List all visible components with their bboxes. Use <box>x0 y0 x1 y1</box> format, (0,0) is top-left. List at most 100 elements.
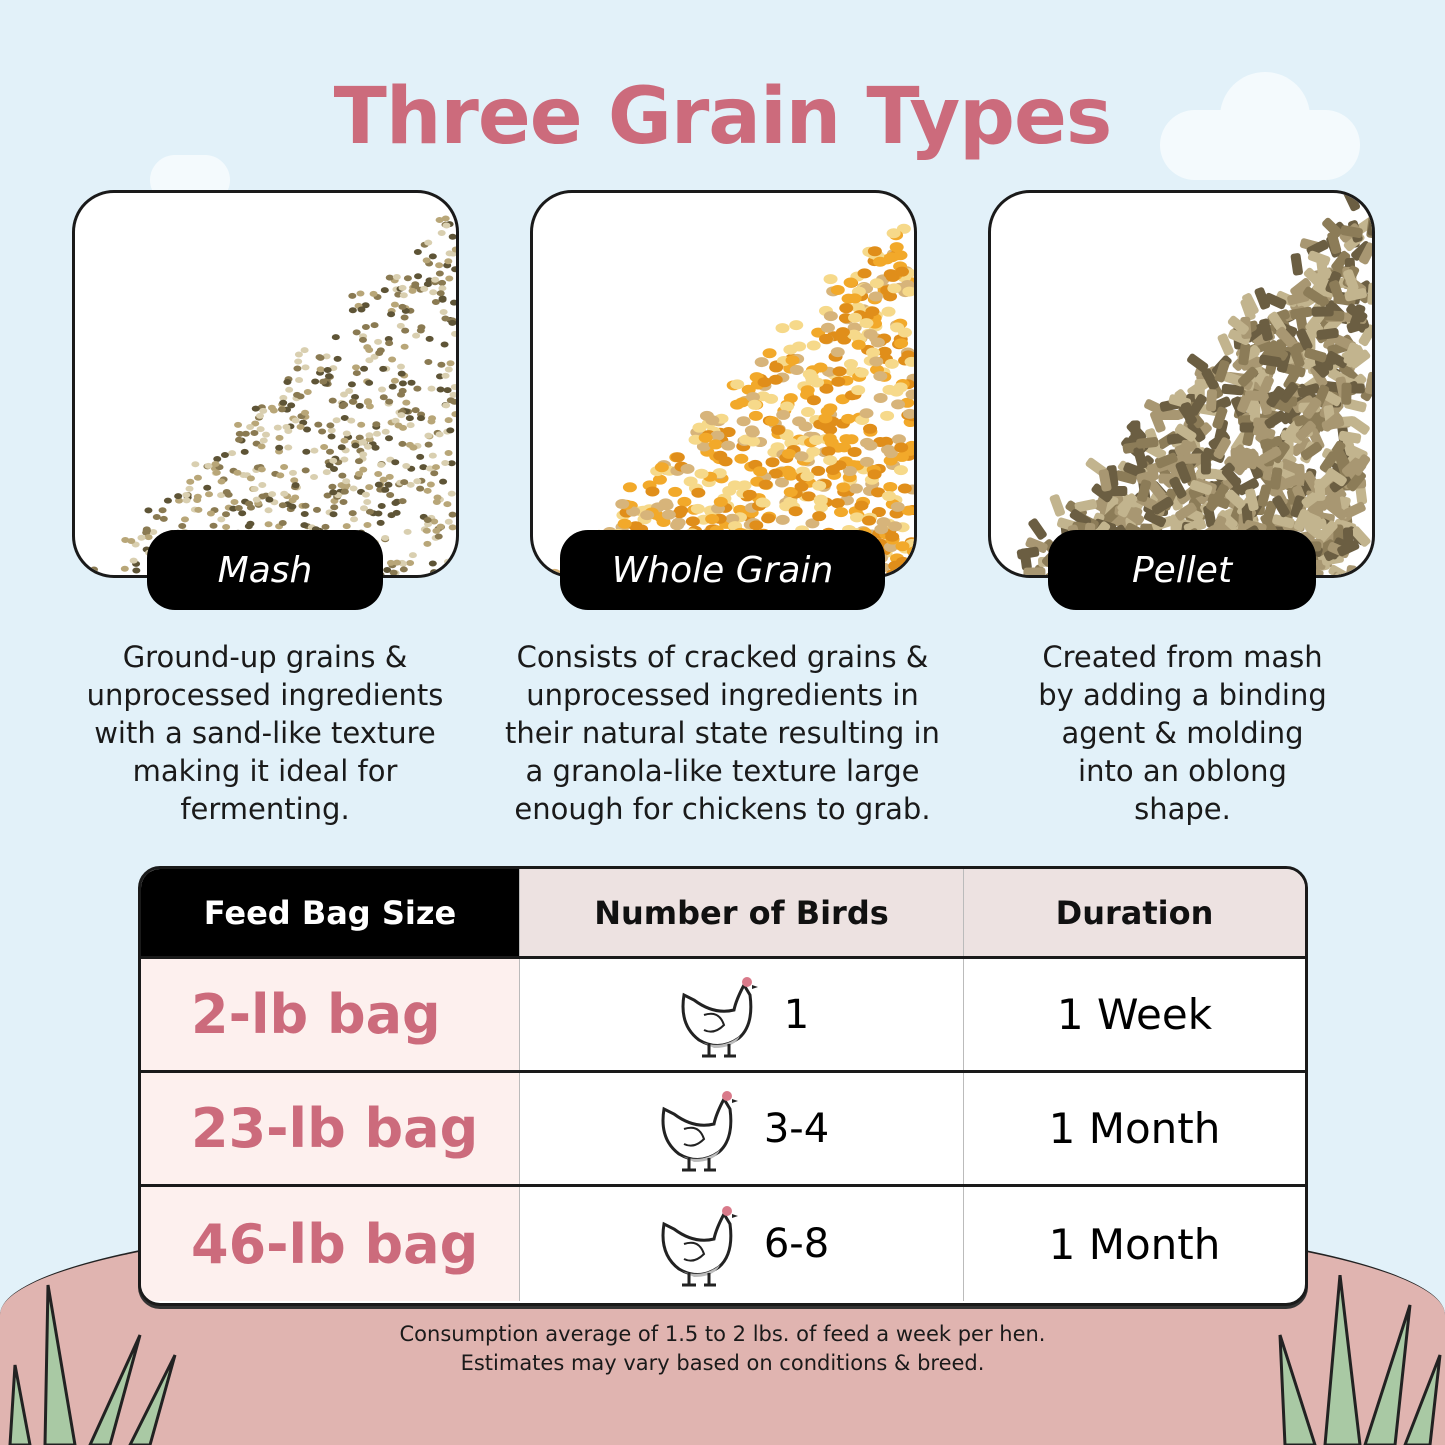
grain-particle <box>444 518 453 525</box>
grain-particle <box>1217 510 1238 530</box>
grain-particle <box>866 347 881 358</box>
grass-left <box>8 1284 177 1445</box>
grain-particle <box>764 416 779 427</box>
grain-particle <box>1252 425 1276 440</box>
grain-particle <box>677 496 692 507</box>
grain-particle <box>302 448 311 455</box>
grain-particle <box>355 402 364 409</box>
grain-particle <box>765 457 780 468</box>
grain-particle <box>439 478 448 485</box>
grain-particle <box>745 392 760 403</box>
grain-particle <box>768 374 783 385</box>
grain-particle <box>742 489 757 500</box>
grain-particle <box>1180 402 1196 425</box>
grain-particle <box>820 406 835 417</box>
grain-particle <box>397 370 406 377</box>
bag-size: 23-lb bag <box>141 1073 519 1184</box>
grain-particle <box>314 421 323 428</box>
footnote: Consumption average of 1.5 to 2 lbs. of … <box>0 1320 1445 1378</box>
grain-particle <box>430 569 439 575</box>
grain-particle <box>746 436 761 447</box>
grain-particle <box>275 434 284 441</box>
grain-particle <box>721 440 736 451</box>
grain-particle <box>698 432 713 443</box>
grain-particle <box>296 393 305 400</box>
grain-particle <box>268 491 277 498</box>
bird-count: 3-4 <box>763 1105 830 1152</box>
grain-particle <box>378 386 387 393</box>
grain-particle <box>174 493 183 500</box>
grain-particle <box>89 566 98 573</box>
grain-particle <box>396 322 405 329</box>
grain-particle <box>416 415 425 422</box>
grain-particle <box>408 552 417 559</box>
grain-particle <box>436 523 445 530</box>
grain-particle <box>276 472 285 479</box>
grain-particle <box>1345 565 1357 575</box>
grain-particle <box>736 416 751 427</box>
grain-particle <box>390 301 399 308</box>
grain-particle <box>757 377 772 388</box>
grain-particle <box>769 362 784 373</box>
grain-particle <box>246 423 255 430</box>
grain-particle <box>356 290 365 297</box>
grain-particle <box>1367 282 1372 305</box>
grain-particle <box>381 534 390 541</box>
grain-particle <box>288 497 297 504</box>
grain-particle <box>324 373 333 380</box>
grain-particle <box>385 274 394 281</box>
grain-particle <box>446 427 455 434</box>
grain-particle <box>811 465 826 476</box>
grain-particle <box>144 507 153 514</box>
grain-particle <box>819 333 834 344</box>
grain-particle <box>873 371 888 382</box>
grain-particle <box>381 428 390 435</box>
grain-particle <box>1091 483 1113 503</box>
grain-particle <box>383 567 392 574</box>
grain-particle <box>1202 447 1225 464</box>
grain-particle <box>435 270 444 277</box>
grain-particle <box>442 402 451 409</box>
grain-particle <box>363 498 372 505</box>
grain-particle <box>721 427 736 438</box>
grain-particle <box>1189 479 1213 495</box>
grain-particle <box>1290 436 1312 457</box>
grain-particle <box>451 266 456 273</box>
grain-particle <box>802 369 817 380</box>
grain-particle <box>424 432 433 439</box>
grain-particle <box>1344 288 1367 302</box>
bag-size: 46-lb bag <box>141 1187 519 1301</box>
grain-particle <box>428 452 437 459</box>
grain-particle <box>812 480 827 491</box>
grain-particle <box>411 407 420 414</box>
grain-particle <box>129 557 138 564</box>
grain-particle <box>1259 354 1282 367</box>
grain-particle <box>448 233 456 240</box>
grain-particle <box>374 338 383 345</box>
grain-particle <box>893 382 908 393</box>
grain-particle <box>220 452 229 459</box>
grain-particle <box>391 459 400 466</box>
grain-particle <box>1221 383 1244 396</box>
grain-particle <box>300 522 309 529</box>
grain-particle <box>880 410 895 421</box>
grain-particle <box>388 383 397 390</box>
grain-particle <box>137 534 146 541</box>
grain-particle <box>352 364 361 371</box>
grain-particle <box>211 460 220 467</box>
grain-particle <box>377 502 386 509</box>
grain-particle <box>889 242 904 253</box>
grain-particle <box>890 322 905 333</box>
grain-particle <box>1175 461 1192 484</box>
grain-particle <box>800 471 815 482</box>
grain-particle <box>1264 292 1287 310</box>
grain-particle <box>359 451 368 458</box>
grain-particle <box>1348 416 1370 435</box>
grain-particle <box>438 296 447 303</box>
grain-particle <box>735 397 750 408</box>
grain-particle <box>379 365 388 372</box>
grain-particle <box>1214 360 1230 383</box>
grain-particle <box>668 486 683 497</box>
grain-particle <box>311 378 320 385</box>
grain-particle <box>261 431 270 438</box>
